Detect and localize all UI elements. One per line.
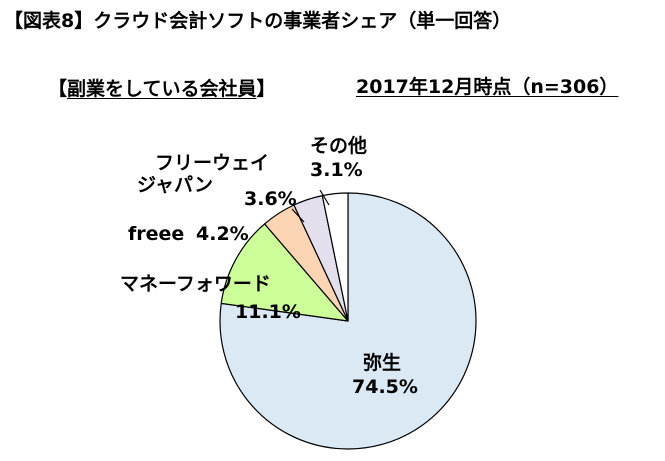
label-freee-percent: 4.2% — [196, 223, 249, 245]
label-yayoi-name: 弥生 — [363, 351, 401, 374]
chart-title: 【図表8】クラウド会計ソフトの事業者シェア（単一回答） — [4, 10, 512, 32]
slice-other — [321, 192, 349, 322]
leader-lines — [291, 189, 330, 223]
subtitle-open-bracket: 【 — [48, 78, 68, 100]
subtitle-text: 副業をしている会社員 — [67, 78, 257, 100]
label-other-name: その他 — [310, 134, 367, 157]
slice-labels: 弥生 74.5% マネーフォワード 11.1% freee 4.2% フリーウェ… — [120, 134, 418, 398]
label-freeway-japan-name-line1: フリーウェイ — [155, 152, 269, 174]
label-freeway-japan-percent: 3.6% — [244, 188, 297, 210]
chart-subtitle: 【副業をしている会社員】 — [48, 74, 275, 101]
label-freeway-japan-name-line2: ジャパン — [137, 174, 213, 196]
date-note: 2017年12月時点（n=306） — [356, 76, 619, 98]
label-money-forward-name: マネーフォワード — [120, 273, 271, 295]
pie-slices — [219, 192, 477, 450]
label-freee-name: freee — [128, 223, 184, 245]
subtitle-close-bracket: 】 — [256, 78, 276, 100]
slice-yayoi — [219, 192, 477, 450]
label-money-forward-percent: 11.1% — [235, 301, 301, 323]
slice-money-forward — [220, 223, 349, 322]
leader-line-other — [319, 189, 330, 206]
label-yayoi-percent: 74.5% — [352, 376, 418, 398]
leader-line-freeway-japan — [291, 208, 305, 223]
label-other-percent: 3.1% — [310, 159, 363, 181]
